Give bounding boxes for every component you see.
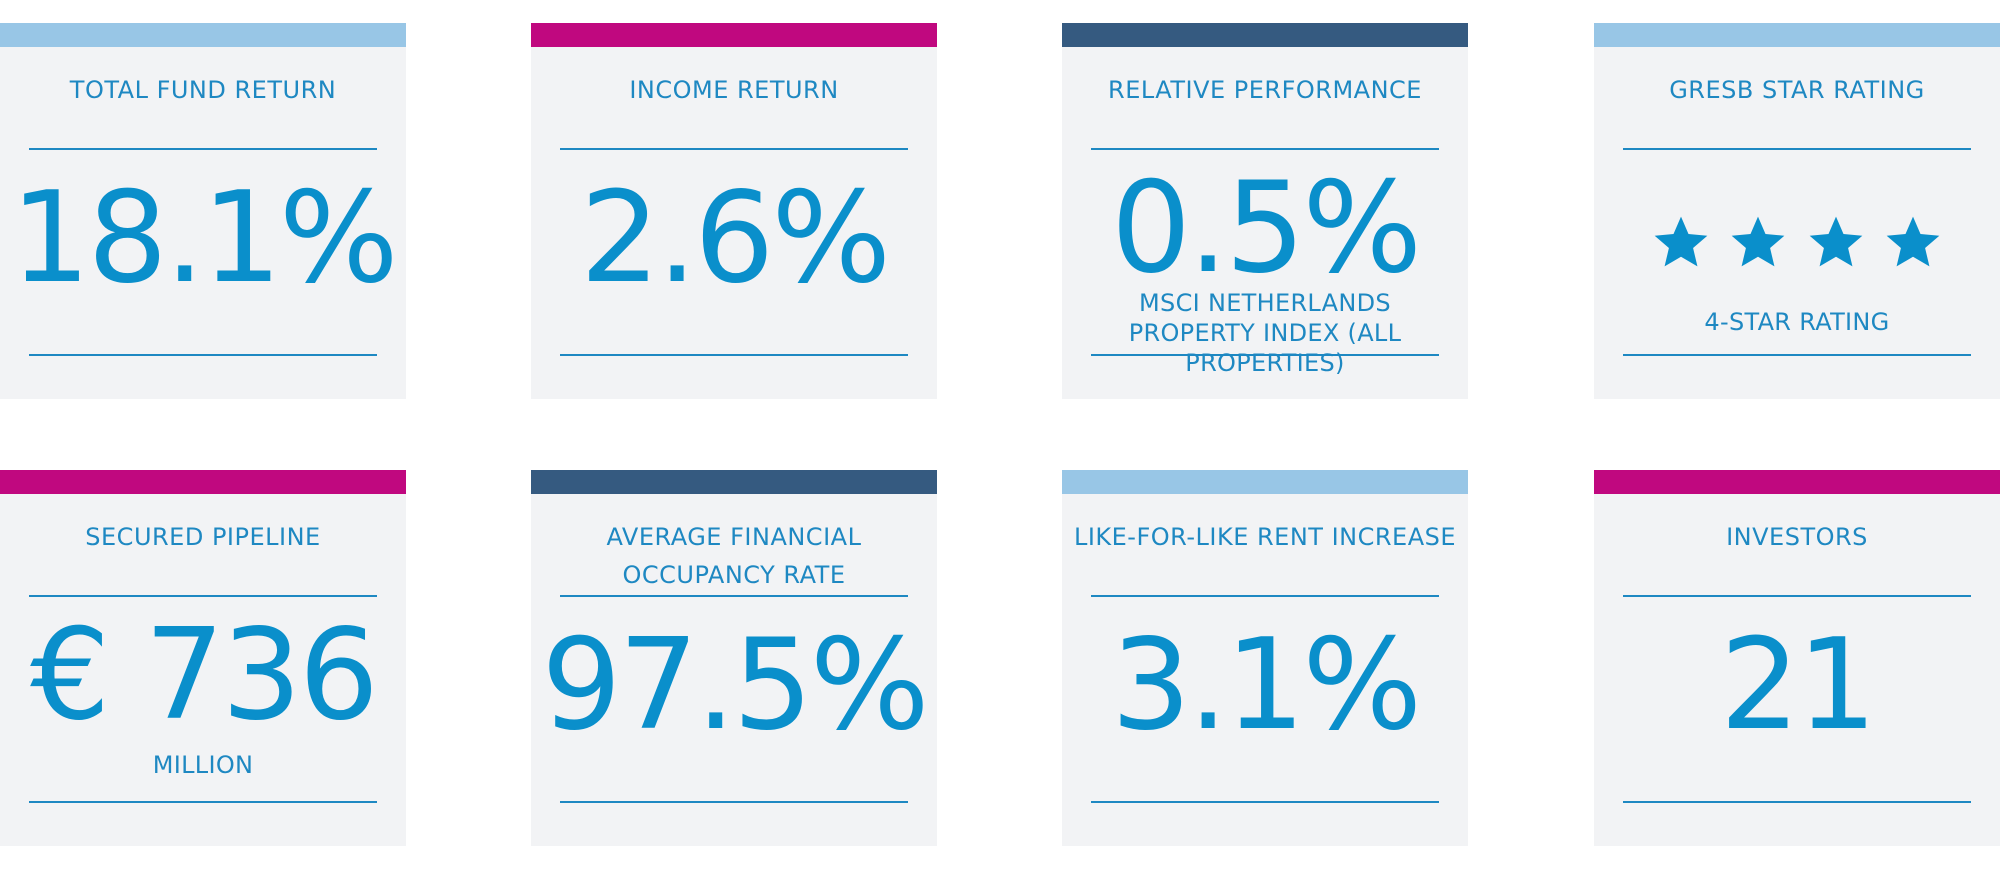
accent-bar	[531, 23, 937, 47]
kpi-title: TOTAL FUND RETURN	[69, 76, 337, 104]
divider-bottom	[1623, 354, 1971, 356]
divider-top	[1091, 148, 1439, 150]
divider-bottom	[1091, 801, 1439, 803]
star-icon	[1732, 216, 1785, 267]
divider-top	[560, 148, 908, 150]
kpi-value: 2.6%	[579, 164, 891, 311]
divider-top	[560, 595, 908, 597]
kpi-card-secured-pipeline: SECURED PIPELINE € 736 MILLION	[0, 470, 406, 846]
kpi-title: INCOME RETURN	[629, 76, 839, 104]
kpi-subtitle: 4-STAR RATING	[1704, 308, 1890, 336]
divider-bottom	[560, 354, 908, 356]
divider-bottom	[560, 801, 908, 803]
divider-top	[29, 148, 377, 150]
divider-top	[29, 595, 377, 597]
kpi-card-like-for-like-rent-increase: LIKE-FOR-LIKE RENT INCREASE 3.1%	[1062, 470, 1468, 846]
kpi-value: 18.1%	[10, 164, 398, 311]
star-icon	[1809, 216, 1862, 267]
accent-bar	[1594, 470, 2000, 494]
star-rating	[1594, 213, 2000, 275]
divider-top	[1091, 595, 1439, 597]
kpi-value: 3.1%	[1110, 611, 1422, 758]
kpi-title: LIKE-FOR-LIKE RENT INCREASE	[1073, 523, 1457, 551]
kpi-subtitle: MSCI NETHERLANDS PROPERTY INDEX (ALL PRO…	[1128, 289, 1402, 377]
accent-bar	[1062, 23, 1468, 47]
kpi-title: RELATIVE PERFORMANCE	[1108, 76, 1422, 104]
divider-bottom	[29, 801, 377, 803]
kpi-value: 97.5%	[541, 611, 929, 758]
kpi-value: 21	[1719, 611, 1877, 758]
star-icon	[1886, 216, 1939, 267]
accent-bar	[1594, 23, 2000, 47]
kpi-card-investors: INVESTORS 21	[1594, 470, 2000, 846]
kpi-value: € 736	[30, 601, 379, 748]
kpi-value: 0.5%	[1110, 154, 1422, 301]
kpi-title: AVERAGE FINANCIAL OCCUPANCY RATE	[606, 523, 862, 589]
star-icon	[1655, 216, 1708, 267]
kpi-title: SECURED PIPELINE	[85, 523, 321, 551]
accent-bar	[1062, 470, 1468, 494]
divider-top	[1623, 148, 1971, 150]
accent-bar	[0, 470, 406, 494]
kpi-title: GRESB STAR RATING	[1669, 76, 1925, 104]
divider-bottom	[29, 354, 377, 356]
kpi-card-relative-performance: RELATIVE PERFORMANCE 0.5% MSCI NETHERLAN…	[1062, 23, 1468, 399]
kpi-card-total-fund-return: TOTAL FUND RETURN 18.1%	[0, 23, 406, 399]
kpi-subtitle: MILLION	[152, 751, 254, 779]
divider-top	[1623, 595, 1971, 597]
kpi-card-average-financial-occupancy-rate: AVERAGE FINANCIAL OCCUPANCY RATE 97.5%	[531, 470, 937, 846]
accent-bar	[0, 23, 406, 47]
divider-bottom	[1623, 801, 1971, 803]
accent-bar	[531, 470, 937, 494]
kpi-card-gresb-star-rating: GRESB STAR RATING 4-STAR RATING	[1594, 23, 2000, 399]
divider-bottom	[1091, 354, 1439, 356]
kpi-title: INVESTORS	[1726, 523, 1868, 551]
kpi-card-income-return: INCOME RETURN 2.6%	[531, 23, 937, 399]
